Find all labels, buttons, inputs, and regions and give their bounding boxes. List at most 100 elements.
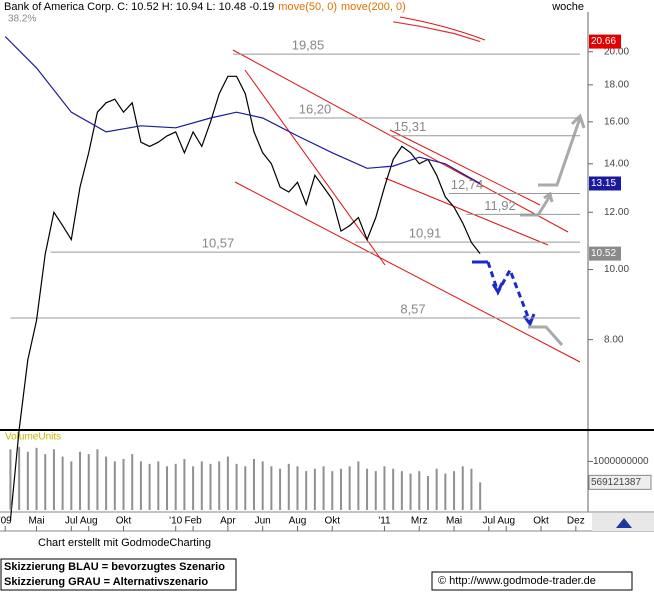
- volume-bar: [418, 471, 421, 510]
- volume-bar: [79, 451, 82, 510]
- y-tick-label: 20.00: [604, 46, 629, 57]
- source: © http://www.godmode-trader.de: [438, 575, 596, 587]
- level-label: 12,74: [451, 177, 484, 192]
- x-tick-label: '11: [378, 516, 391, 527]
- last-value-box: [589, 246, 621, 261]
- volume-bar: [35, 447, 38, 510]
- last-value-label: 13.15: [591, 178, 616, 189]
- legend-box: [0, 558, 237, 591]
- y-tick-label: 8.00: [604, 334, 624, 345]
- volume-bar: [244, 466, 247, 510]
- x-tick-label: Okt: [533, 516, 549, 527]
- y-tick-label: 14.00: [604, 158, 629, 169]
- volume-bar: [296, 466, 299, 510]
- level-label: 15,31: [394, 119, 427, 134]
- volume-bar: [96, 449, 99, 510]
- scenario-grey: [520, 113, 586, 346]
- x-tick-label: Feb: [184, 516, 202, 527]
- volume-bar: [174, 463, 177, 510]
- x-tick-label: Aug: [289, 516, 307, 527]
- volume-bar: [218, 461, 221, 510]
- volume-bar: [200, 461, 203, 510]
- x-tick-label: Aug: [80, 516, 98, 527]
- volume-bar: [270, 466, 273, 510]
- level-label: 8,57: [400, 301, 425, 316]
- volume-bar: [453, 471, 456, 510]
- period: woche: [551, 1, 584, 13]
- volume-title: VolumeUnits: [5, 432, 61, 443]
- series-line: [9, 75, 481, 521]
- x-tick-label: Okt: [116, 516, 132, 527]
- x-tick-label: Mai: [28, 516, 44, 527]
- legend-entry: move(50, 0): [278, 1, 337, 13]
- volume-tick-label: 1000000000: [593, 456, 649, 467]
- volume-bar: [235, 463, 238, 510]
- volume-bar: [44, 454, 47, 510]
- volume-bar: [139, 461, 142, 510]
- volume-bar: [261, 461, 264, 510]
- volume-bar: [322, 466, 325, 510]
- scenario-blue: [472, 260, 536, 328]
- volume-bar: [226, 456, 229, 510]
- volume-bar: [122, 459, 125, 510]
- volume-bar: [339, 468, 342, 510]
- y-tick-label: 16.00: [604, 117, 629, 128]
- volume-bar: [444, 473, 447, 510]
- volume-last-label: 569121387: [591, 477, 641, 488]
- volume-bar: [426, 476, 429, 510]
- source-box: [431, 571, 633, 591]
- volume-bar: [61, 456, 64, 510]
- volume-bar: [479, 482, 482, 510]
- volume-bar: [18, 446, 21, 510]
- x-tick-label: Mrz: [411, 516, 428, 527]
- last-value-label: 10.52: [591, 248, 616, 259]
- level-label: 19,85: [292, 38, 325, 53]
- last-value-box: [589, 176, 621, 191]
- volume-bar: [148, 463, 151, 510]
- last-value-box: [589, 34, 621, 49]
- legend: move(50, 0) move(200, 0): [278, 1, 406, 13]
- credit: Chart erstellt mit GodmodeCharting: [38, 537, 211, 549]
- legend-entry: move(200, 0): [341, 1, 406, 13]
- volume-bar: [26, 451, 29, 510]
- x-tick-label: Okt: [324, 516, 340, 527]
- x-tick-label: Jun: [255, 516, 271, 527]
- x-tick-label: '10: [169, 516, 182, 527]
- volume-bar: [131, 454, 134, 510]
- volume-bar: [113, 461, 116, 510]
- x-tick-label: Aug: [497, 516, 515, 527]
- volume-bar: [470, 468, 473, 510]
- y-tick-label: 12.00: [604, 207, 629, 218]
- volume-bar: [305, 471, 308, 510]
- quote: C: 10.52 H: 10.94 L: 10.48 -0.19: [117, 1, 274, 13]
- volume-bar: [279, 468, 282, 510]
- series-line: [393, 21, 481, 43]
- x-tick-label: Dez: [567, 516, 585, 527]
- volume-bar: [374, 471, 377, 510]
- y-tick-label: 18.00: [604, 80, 629, 91]
- x-tick-label: '09: [0, 516, 12, 527]
- icon: [616, 518, 632, 528]
- volume-bar: [183, 459, 186, 510]
- volume-bar: [166, 466, 169, 510]
- level-label: 11,92: [484, 198, 516, 213]
- volume-bar: [400, 471, 403, 510]
- volume-bar: [252, 459, 255, 510]
- level-label: 10,57: [202, 236, 235, 251]
- volume-bar: [192, 466, 195, 510]
- volume-bar: [157, 461, 160, 510]
- x-tick-label: Apr: [220, 516, 236, 527]
- volume-bar: [209, 463, 212, 510]
- volume-bar: [348, 466, 351, 510]
- volume-bar: [461, 466, 464, 510]
- volume-bar: [383, 466, 386, 510]
- trendlines: [232, 16, 581, 363]
- volume-last-box: [588, 474, 652, 490]
- volume-bar: [287, 463, 290, 510]
- volume-bar: [70, 461, 73, 510]
- volume-bar: [366, 468, 369, 510]
- fib-note: 38.2%: [8, 14, 36, 25]
- x-tick-label: Jul: [65, 516, 78, 527]
